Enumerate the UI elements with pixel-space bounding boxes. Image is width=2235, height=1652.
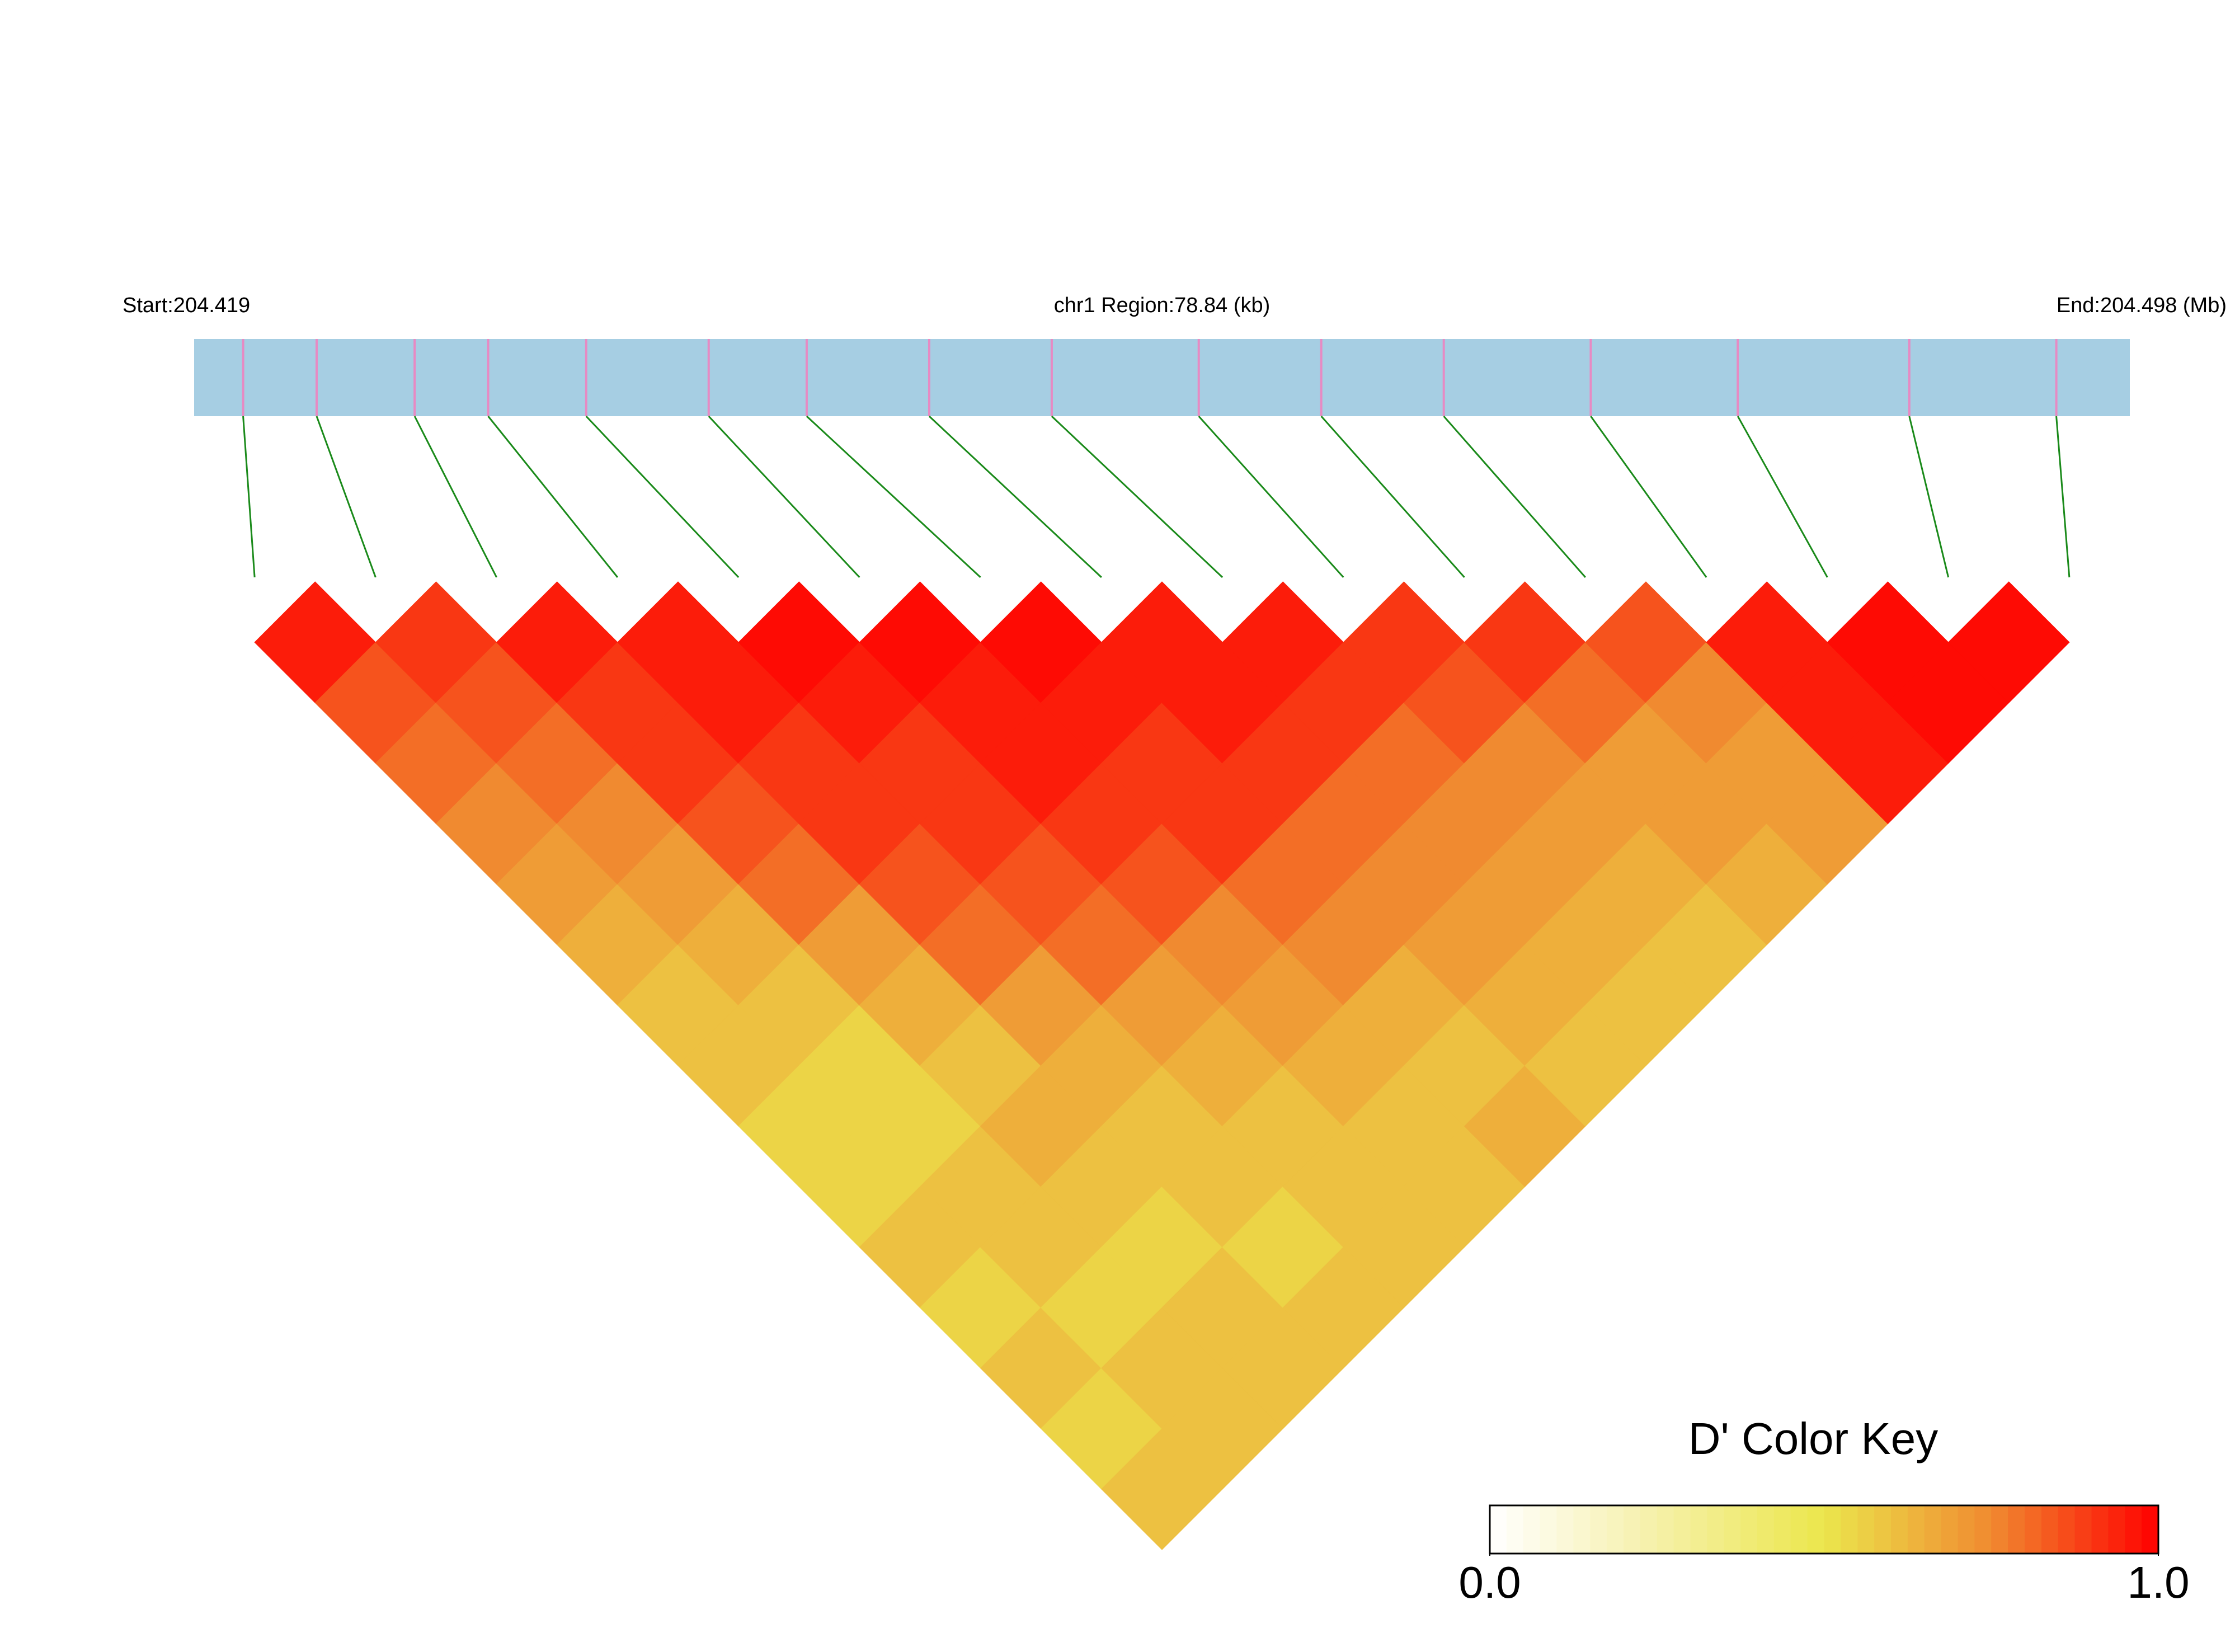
key-swatch [1657,1505,1674,1554]
snp-link [585,415,740,578]
key-swatch [1874,1505,1891,1554]
key-swatch [2058,1505,2076,1554]
key-swatch [1790,1505,1808,1554]
key-swatch [2091,1505,2109,1554]
key-swatch [1857,1505,1875,1554]
key-swatch [1690,1505,1707,1554]
snp-link [806,415,981,578]
snp-link [1737,416,1828,578]
snp-link [1908,416,1950,578]
snp-link [1051,415,1224,578]
snp-link [1590,416,1707,578]
key-frame [1489,1504,2159,1555]
key-tick-label: 1.0 [2127,1557,2189,1607]
key-swatch [1824,1505,1841,1554]
snp-link [1443,416,1587,578]
key-swatch [2108,1505,2125,1554]
key-swatch [1991,1505,2008,1554]
key-swatch [2008,1505,2025,1554]
key-swatch [2125,1505,2142,1554]
key-swatch [1573,1505,1591,1554]
key-swatch [2142,1505,2159,1554]
region-bar [194,339,2130,416]
key-swatch [1974,1505,1992,1554]
region-label: chr1 Region:78.84 (kb) [1054,294,1271,317]
key-swatch [1891,1505,1908,1554]
key-swatch [2025,1505,2042,1554]
key-swatch [2074,1505,2092,1554]
key-swatch [1506,1505,1524,1554]
key-swatch [1607,1505,1624,1554]
key-swatch [1740,1505,1758,1554]
snp-link [708,415,860,578]
snp-link [413,416,497,578]
key-swatch [1907,1505,1925,1554]
key-tick-label: 0.0 [1458,1557,1521,1607]
key-swatch [1958,1505,1975,1554]
key-swatch [1556,1505,1574,1554]
key-swatch [2041,1505,2059,1554]
snp-link [242,416,256,578]
snp-link [316,416,377,578]
key-swatch [1490,1505,1507,1554]
key-swatch [1624,1505,1641,1554]
snp-link [1320,416,1465,578]
key-swatch [1773,1505,1791,1554]
end-label: End:204.498 (Mb) [2057,294,2227,317]
key-swatch [1841,1505,1858,1554]
key-swatch [1640,1505,1658,1554]
ld-cell [1947,581,2070,703]
key-swatch [1540,1505,1557,1554]
snp-link [487,416,619,578]
key-swatch [1724,1505,1741,1554]
key-swatch [1807,1505,1824,1554]
key-swatch [1924,1505,1942,1554]
key-swatch [1707,1505,1724,1554]
key-swatch [1590,1505,1607,1554]
key-swatch [1941,1505,1958,1554]
key-swatch [1673,1505,1691,1554]
snp-link [1198,415,1344,578]
key-swatch [1757,1505,1775,1554]
snp-link [2055,416,2071,578]
legend-title: D' Color Key [1688,1414,1938,1463]
key-swatch [1523,1505,1541,1554]
start-label: Start:204.419 [123,294,250,317]
snp-link [928,415,1102,578]
